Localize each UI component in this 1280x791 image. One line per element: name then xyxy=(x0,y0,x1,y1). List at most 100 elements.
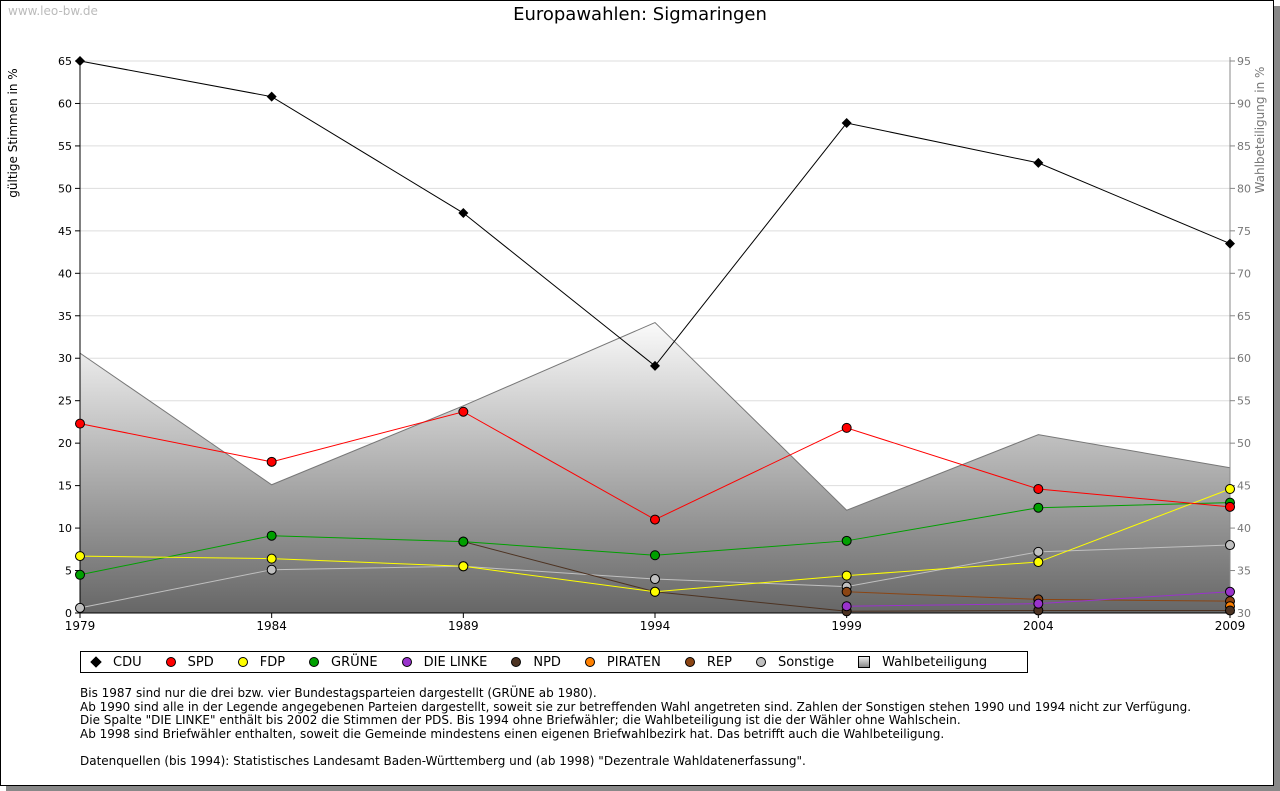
x-tick-label: 1979 xyxy=(65,619,96,633)
legend: CDU SPD FDP GRÜNE DIE LINKE NPD PIRATEN REP Sons… xyxy=(80,651,1028,673)
x-tick-label: 1994 xyxy=(640,619,671,633)
legend-item: Wahlbeteiligung xyxy=(858,655,987,670)
data-point-FDP xyxy=(841,570,852,581)
legend-label: GRÜNE xyxy=(331,654,378,670)
data-point-FDP xyxy=(266,553,277,564)
chart-svg: 0 5 10 15 20 25 30 35 40 45 50 55 60 65 30 35 40 45 50 55 60… xyxy=(6,55,1267,633)
x-tick-label: 1999 xyxy=(831,619,862,633)
legend-marker-icon xyxy=(165,657,176,667)
data-point-GRÜNE xyxy=(650,550,660,561)
x-tick-label: 1984 xyxy=(256,619,287,633)
data-point-GRÜNE xyxy=(266,530,277,541)
legend-marker-icon xyxy=(684,657,695,667)
legend-marker-icon xyxy=(401,657,412,667)
legend-label: Wahlbeteiligung xyxy=(882,654,988,670)
y2-tick-label: 70 xyxy=(1237,267,1251,280)
legend-item: NPD xyxy=(511,655,561,670)
legend-item: REP xyxy=(684,654,732,670)
y-tick-label: 40 xyxy=(58,267,72,280)
y-tick-label: 65 xyxy=(58,55,72,68)
data-point-CDU xyxy=(266,91,277,102)
turnout-line xyxy=(79,321,1231,511)
data-point-SPD xyxy=(650,514,660,525)
data-point-Sonstige xyxy=(650,574,660,585)
y-tick-label: 30 xyxy=(58,352,72,365)
chart-title: Europawahlen: Sigmaringen xyxy=(513,4,767,25)
legend-label: NPD xyxy=(533,654,561,670)
data-point-SPD xyxy=(1033,484,1044,495)
legend-item: FDP xyxy=(237,655,285,670)
data-point-NPD xyxy=(1225,605,1235,616)
legend-label: Sonstige xyxy=(777,654,835,670)
data-point-FDP xyxy=(650,586,660,597)
data-point-CDU xyxy=(841,117,852,128)
data-point-CDU xyxy=(1225,238,1235,249)
data-point-SPD xyxy=(75,418,85,429)
data-point-GRÜNE xyxy=(458,536,469,547)
legend-label: REP xyxy=(706,654,732,670)
legend-marker-icon xyxy=(858,656,871,668)
y2-tick-label: 35 xyxy=(1237,565,1251,578)
legend-marker-icon xyxy=(237,657,248,667)
y2-tick-label: 40 xyxy=(1237,522,1251,535)
data-point-FDP xyxy=(458,561,469,572)
y-tick-label: 60 xyxy=(58,97,72,110)
data-point-DIE LINKE xyxy=(1225,586,1235,597)
legend-item: Sonstige xyxy=(755,654,835,670)
y2-tick-label: 90 xyxy=(1237,97,1251,110)
y-tick-label: 45 xyxy=(58,225,72,238)
y-tick-label: 10 xyxy=(58,522,72,535)
y-tick-label: 0 xyxy=(65,607,72,620)
y2-tick-label: 60 xyxy=(1237,352,1251,365)
legend-marker-icon xyxy=(584,657,595,667)
legend-marker-icon xyxy=(755,657,766,667)
y-tick-label: 20 xyxy=(58,437,72,450)
x-tick-label: 1989 xyxy=(448,619,479,633)
data-point-Sonstige xyxy=(75,602,85,613)
y2-tick-label: 80 xyxy=(1237,182,1251,195)
legend-label: DIE LINKE xyxy=(423,654,488,670)
legend-item: GRÜNE xyxy=(309,655,378,670)
data-point-SPD xyxy=(458,406,469,417)
y2-tick-label: 65 xyxy=(1237,310,1251,323)
legend-item: CDU xyxy=(90,654,142,670)
legend-marker-icon xyxy=(90,656,102,668)
y-tick-label: 15 xyxy=(58,480,72,493)
y-tick-label: 25 xyxy=(58,395,72,408)
data-point-Sonstige xyxy=(1225,540,1235,551)
legend-label: CDU xyxy=(113,654,142,670)
y2-tick-label: 95 xyxy=(1237,55,1251,68)
x-tick-label: 2009 xyxy=(1215,619,1246,633)
data-point-SPD xyxy=(1225,501,1235,512)
y-tick-label: 35 xyxy=(58,310,72,323)
data-point-GRÜNE xyxy=(75,569,85,580)
y2-tick-label: 85 xyxy=(1237,140,1251,153)
data-point-Sonstige xyxy=(266,564,277,575)
y2-tick-label: 50 xyxy=(1237,437,1251,450)
data-point-DIE LINKE xyxy=(841,601,852,612)
legend-marker-icon xyxy=(511,657,522,667)
y-tick-label: 55 xyxy=(58,140,72,153)
series-line-CDU xyxy=(79,60,1231,367)
legend-item: SPD xyxy=(165,654,214,670)
y2-tick-label: 55 xyxy=(1237,395,1251,408)
y2-tick-label: 75 xyxy=(1237,225,1251,238)
data-point-Sonstige xyxy=(1033,546,1044,557)
note-line: Ab 1990 sind alle in der Legende angegeb… xyxy=(80,699,1192,714)
data-point-GRÜNE xyxy=(1033,502,1044,513)
note-line: Datenquellen (bis 1994): Statistisches L… xyxy=(80,753,806,768)
legend-item: DIE LINKE xyxy=(401,654,488,670)
y2-tick-label: 45 xyxy=(1237,480,1251,493)
data-point-GRÜNE xyxy=(841,535,852,546)
watermark: www.leo-bw.de xyxy=(8,4,98,18)
y-tick-label: 50 xyxy=(58,182,72,195)
y2-tick-label: 30 xyxy=(1237,607,1251,620)
legend-label: SPD xyxy=(187,654,214,670)
data-point-FDP xyxy=(75,551,85,562)
note-line: Die Spalte "DIE LINKE" enthält bis 2002 … xyxy=(80,713,961,727)
data-point-CDU xyxy=(650,360,660,371)
legend-item: PIRATEN xyxy=(584,655,661,670)
data-point-REP xyxy=(841,586,852,597)
note-line: Ab 1998 sind Briefwähler enthalten, sowe… xyxy=(80,726,945,741)
data-point-SPD xyxy=(266,456,277,467)
